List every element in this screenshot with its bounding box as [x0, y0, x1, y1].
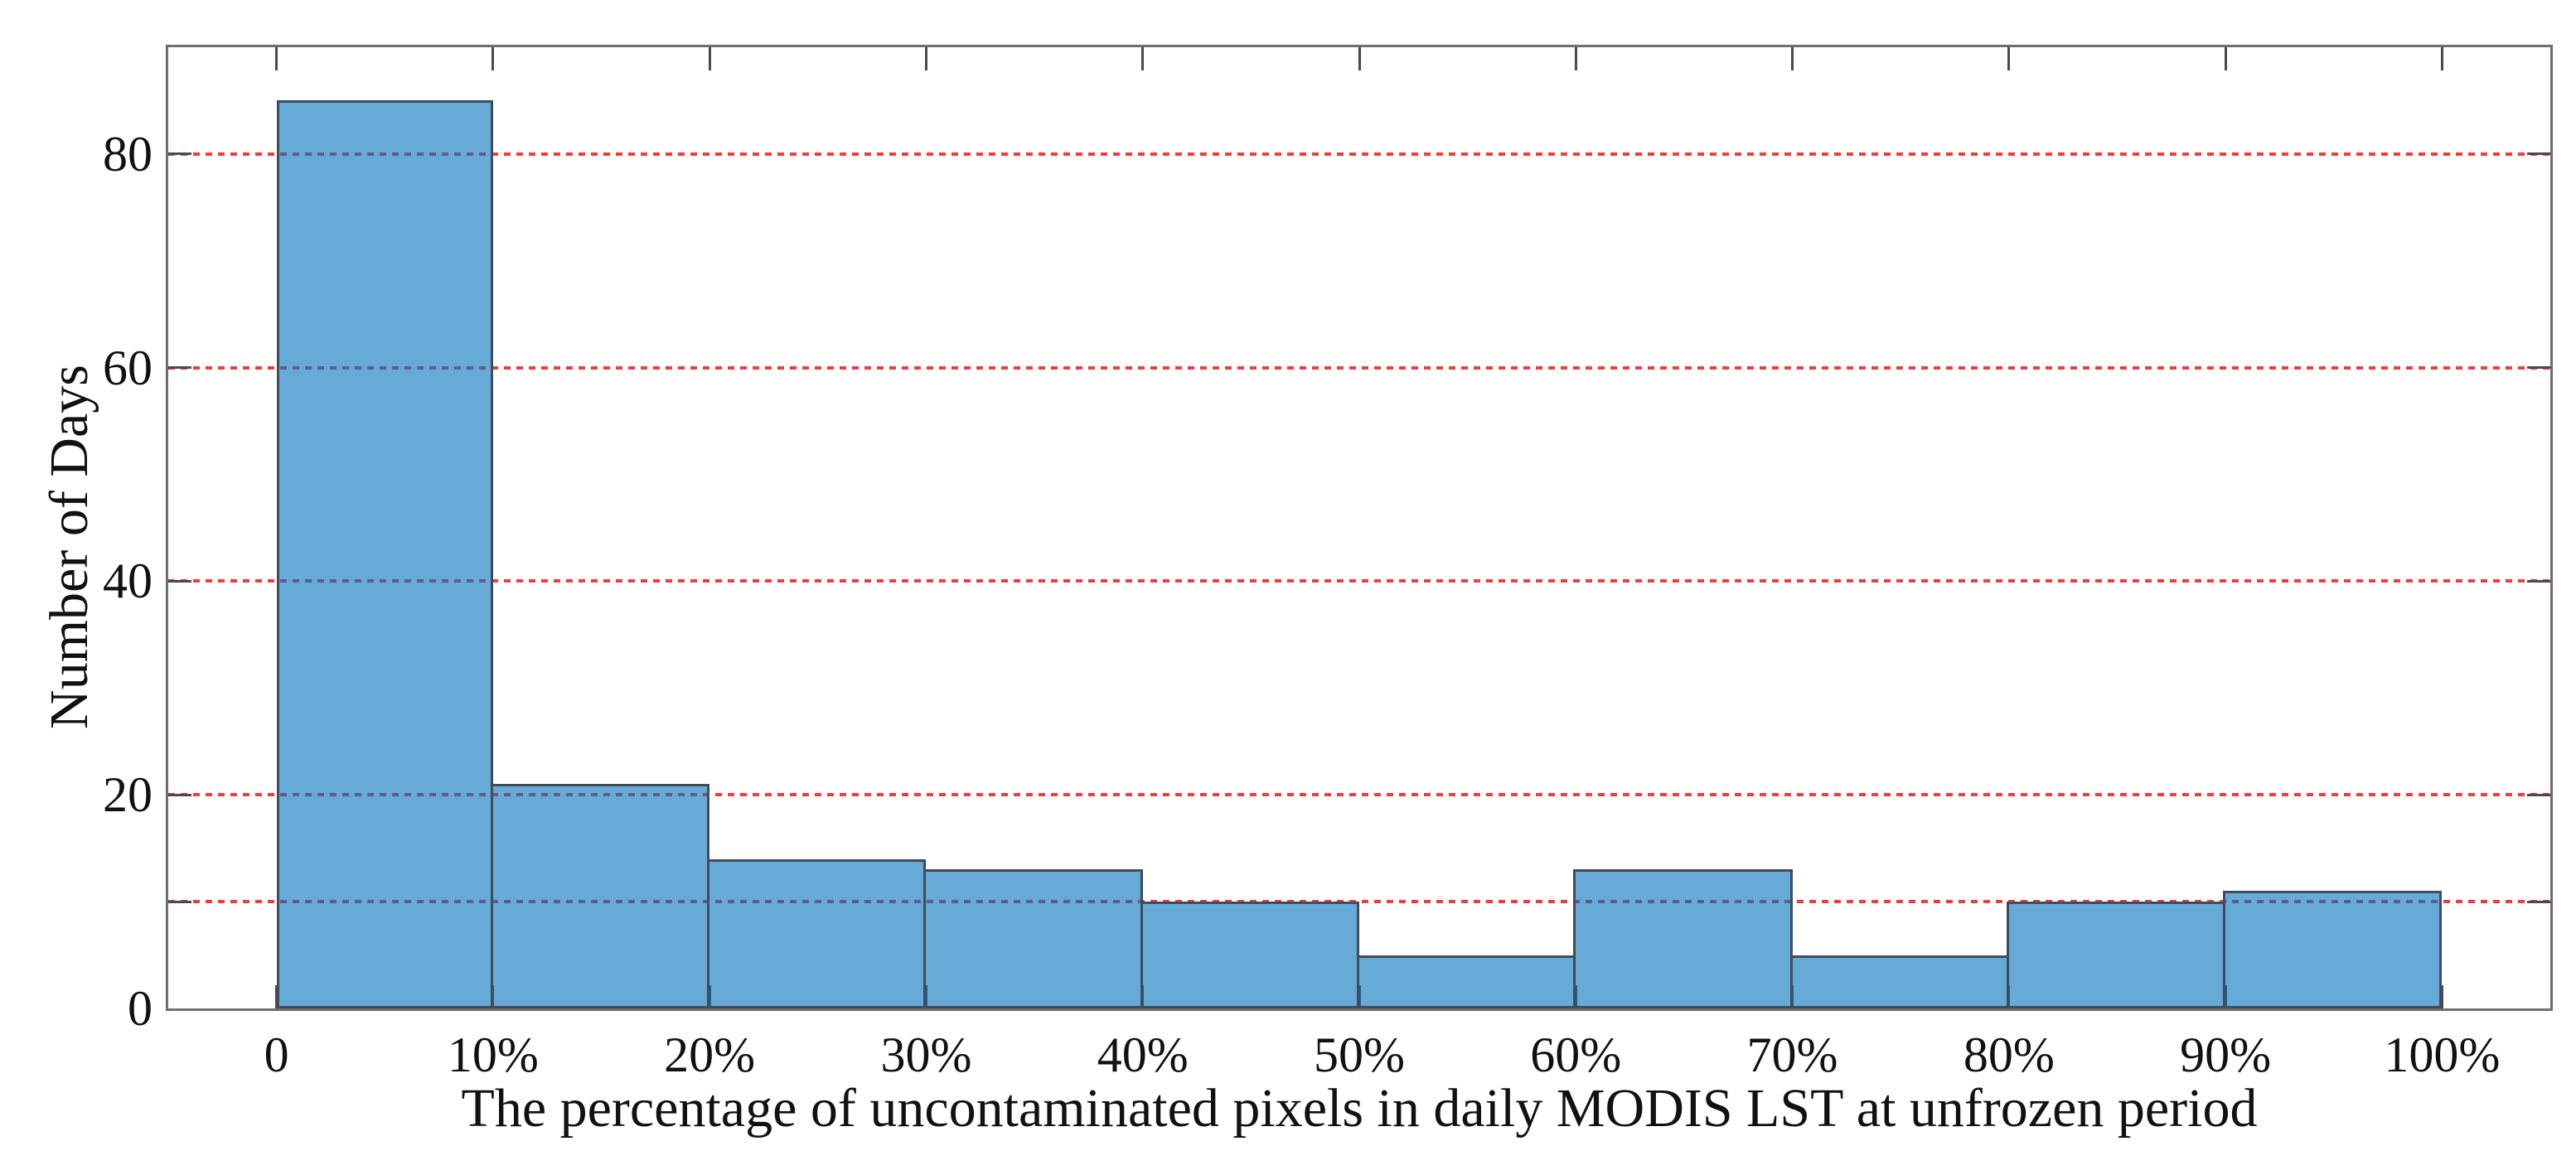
y-tick-label: 80: [103, 126, 153, 181]
x-tick-top: [1358, 47, 1361, 70]
x-tick-bottom: [2440, 985, 2443, 1008]
x-tick-top: [1791, 47, 1794, 70]
x-tick-label: 30%: [880, 1028, 972, 1082]
y-tick-left: [168, 900, 191, 903]
y-tick-right: [2527, 579, 2550, 583]
x-tick-label: 40%: [1097, 1028, 1189, 1082]
histogram-bar: [490, 784, 710, 1008]
histogram-bar: [1357, 955, 1576, 1008]
x-tick-label: 60%: [1530, 1028, 1622, 1082]
y-tick-left: [168, 579, 191, 583]
y-axis-label: Number of Days: [39, 365, 99, 729]
plot-area: [166, 45, 2553, 1011]
x-tick-top: [1141, 47, 1145, 70]
histogram-bar: [1789, 955, 2009, 1008]
x-tick-label: 0: [264, 1028, 289, 1082]
y-gridline: [168, 152, 2550, 156]
x-tick-label: 70%: [1746, 1028, 1838, 1082]
x-tick-top: [924, 47, 927, 70]
x-tick-label: 50%: [1314, 1028, 1405, 1082]
y-tick-label: 60: [103, 340, 153, 395]
x-tick-top: [491, 47, 495, 70]
x-tick-top: [708, 47, 711, 70]
x-tick-label: 20%: [664, 1028, 756, 1082]
y-tick-left: [168, 366, 191, 370]
x-tick-top: [2440, 47, 2443, 70]
x-tick-top: [2007, 47, 2011, 70]
x-tick-top: [1574, 47, 1577, 70]
histogram-bar: [707, 858, 927, 1008]
x-tick-label: 10%: [447, 1028, 539, 1082]
y-gridline: [168, 579, 2550, 583]
histogram-bar: [2223, 891, 2443, 1008]
x-axis-label: The percentage of uncontaminated pixels …: [461, 1078, 2258, 1139]
histogram-bar: [2006, 902, 2226, 1008]
y-tick-label: 40: [103, 554, 153, 609]
x-tick-top: [2224, 47, 2227, 70]
y-tick-right: [2527, 366, 2550, 370]
y-tick-label: 20: [103, 767, 153, 823]
histogram-bar: [1140, 902, 1359, 1008]
histogram-bar: [276, 100, 493, 1008]
y-tick-right: [2527, 152, 2550, 156]
y-tick-label: 0: [128, 981, 153, 1036]
x-tick-label: 80%: [1963, 1028, 2055, 1082]
y-gridline: [168, 793, 2550, 797]
x-tick-label: 90%: [2180, 1028, 2272, 1082]
y-gridline: [168, 900, 2550, 904]
y-gridline: [168, 365, 2550, 370]
histogram-bar: [923, 869, 1143, 1008]
histogram-bar: [1573, 869, 1793, 1008]
x-tick-label: 100%: [2384, 1028, 2501, 1082]
x-tick-top: [275, 47, 278, 70]
y-tick-left: [168, 793, 191, 796]
y-tick-right: [2527, 900, 2550, 903]
y-tick-right: [2527, 793, 2550, 796]
y-tick-left: [168, 152, 191, 156]
